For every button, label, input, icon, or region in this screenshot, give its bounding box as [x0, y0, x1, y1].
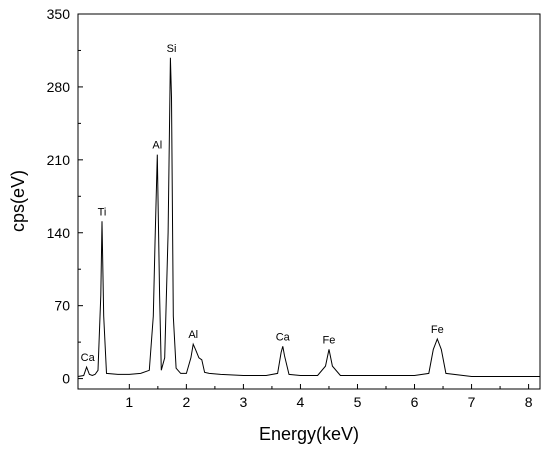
y-tick-label: 210: [47, 152, 71, 168]
plot-frame: [77, 13, 541, 390]
y-tick-label: 0: [62, 371, 70, 387]
x-tick-label: 5: [354, 394, 362, 410]
y-axis-ticks: 0 70 140 210 280 350: [47, 6, 83, 387]
peak-label: Fe: [323, 334, 336, 346]
x-axis-ticks: 1 2 3 4 5 6 7 8: [125, 384, 533, 410]
x-tick-label: 7: [468, 394, 476, 410]
x-tick-label: 1: [125, 394, 133, 410]
x-tick-label: 4: [297, 394, 305, 410]
peak-label: Al: [188, 329, 198, 341]
peak-label: Fe: [431, 324, 444, 336]
y-axis-label: cps(eV): [8, 170, 28, 232]
peak-label: Ca: [276, 331, 291, 343]
peak-annotations: Ca Ti Al Si Al Ca Fe Fe: [81, 43, 444, 364]
x-tick-label: 3: [240, 394, 248, 410]
peak-label: Si: [167, 43, 177, 55]
peak-label: Ca: [81, 352, 96, 364]
x-tick-label: 8: [525, 394, 533, 410]
peak-label: Ti: [98, 206, 107, 218]
spectrum-line: [77, 57, 540, 377]
y-tick-label: 350: [47, 6, 71, 22]
x-tick-label: 2: [182, 394, 190, 410]
peak-label: Al: [152, 140, 162, 152]
y-tick-label: 140: [47, 225, 71, 241]
x-tick-label: 6: [411, 394, 419, 410]
x-axis-label: Energy(keV): [259, 424, 359, 444]
y-tick-label: 280: [47, 79, 71, 95]
y-tick-label: 70: [54, 298, 70, 314]
